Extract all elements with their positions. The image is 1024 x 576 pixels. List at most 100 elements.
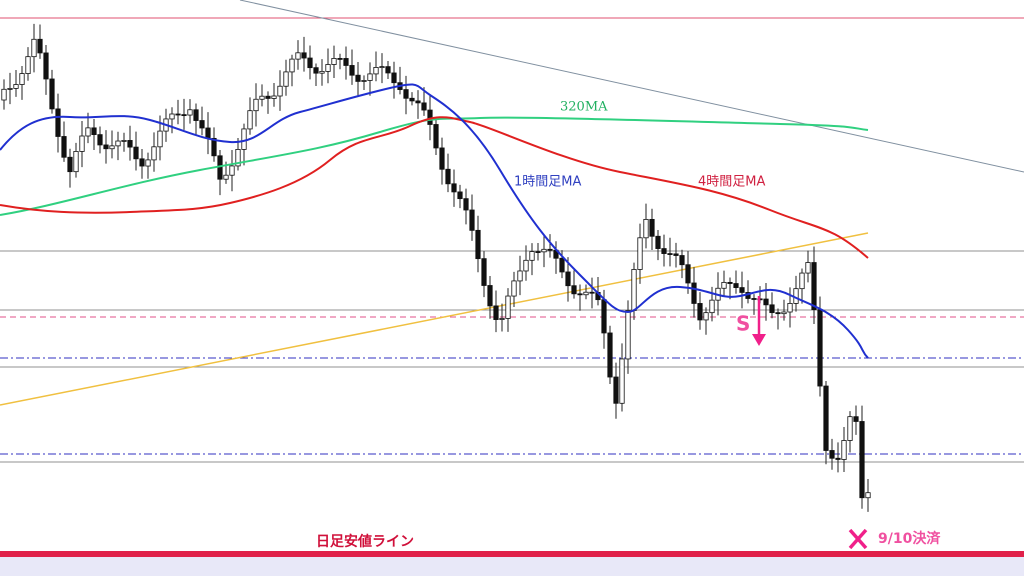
candle-body <box>67 156 73 173</box>
candle-body <box>103 144 109 150</box>
candle-body <box>307 57 313 69</box>
candle-body <box>523 259 529 272</box>
candle-body <box>19 73 25 85</box>
candle-body <box>451 183 457 193</box>
candle-body <box>31 38 37 58</box>
ma-label: 1時間足MA <box>514 175 581 190</box>
candle-body <box>457 191 463 200</box>
candle-body <box>343 58 349 66</box>
candle-body <box>211 137 217 157</box>
candle-body <box>109 145 115 150</box>
candle-body <box>43 52 49 80</box>
candle-body <box>235 149 241 167</box>
candle-body <box>835 457 841 460</box>
candle-body <box>769 304 775 314</box>
candle-body <box>601 299 607 334</box>
moving-averages <box>0 83 869 359</box>
candle-body <box>139 158 145 167</box>
candle-body <box>253 98 259 112</box>
candle-body <box>613 376 619 404</box>
candle-body <box>121 140 127 142</box>
candle-body <box>37 38 43 54</box>
candle-body <box>283 71 289 87</box>
candle-body <box>73 151 79 173</box>
ma-line <box>0 116 869 216</box>
candle-body <box>535 251 541 253</box>
candle-body <box>445 168 451 185</box>
candle-body <box>415 100 421 104</box>
signal-arrow <box>752 296 766 346</box>
candle-body <box>157 130 163 148</box>
candle-body <box>127 140 133 148</box>
candle-body <box>379 66 385 69</box>
candle-body <box>517 270 523 282</box>
candle-body <box>673 253 679 256</box>
candle-body <box>403 89 409 99</box>
candle-body <box>493 305 499 320</box>
candle-body <box>607 332 613 378</box>
candle-body <box>1 88 7 101</box>
candle-body <box>295 52 301 60</box>
candle-body <box>337 58 343 60</box>
candle-body <box>547 248 553 251</box>
line-label: 日足安値ライン <box>316 533 414 550</box>
candle-body <box>691 282 697 304</box>
candle-body <box>259 95 265 100</box>
candle-body <box>751 298 757 300</box>
candle-body <box>853 416 859 422</box>
candle-body <box>229 165 235 176</box>
candle-body <box>199 120 205 129</box>
exit-mark <box>848 528 868 550</box>
candle-body <box>541 248 547 253</box>
candle-body <box>187 109 193 116</box>
candle-body <box>709 299 715 314</box>
candle-body <box>697 303 703 321</box>
candle-body <box>271 95 277 99</box>
levels <box>0 0 1024 463</box>
candle-body <box>805 262 811 274</box>
candle-body <box>205 127 211 139</box>
candle-body <box>625 310 631 360</box>
candle-body <box>847 416 853 441</box>
candle-body <box>409 97 415 102</box>
candle-body <box>811 262 817 311</box>
candle-body <box>721 281 727 289</box>
ma-line <box>0 116 869 259</box>
candle-body <box>433 124 439 149</box>
candle-body <box>565 271 571 287</box>
candle-body <box>667 253 673 255</box>
candle-body <box>25 56 31 74</box>
candle-body <box>85 127 91 137</box>
candle-body <box>643 218 649 239</box>
candle-body <box>631 269 637 311</box>
candle-body <box>655 235 661 249</box>
candle-body <box>439 147 445 170</box>
candles <box>1 23 871 512</box>
candle-body <box>13 84 19 89</box>
candle-body <box>571 285 577 295</box>
candle-body <box>763 298 769 306</box>
candle-body <box>481 258 487 286</box>
candle-body <box>55 108 61 137</box>
candle-body <box>373 67 379 75</box>
candle-body <box>97 134 103 146</box>
signal-label: S <box>736 312 750 336</box>
candle-body <box>829 450 835 459</box>
candle-body <box>499 318 505 320</box>
candle-body <box>349 65 355 76</box>
candle-body <box>649 218 655 237</box>
candle-body <box>151 146 157 161</box>
candle-body <box>859 421 865 499</box>
candle-body <box>301 52 307 59</box>
ma-line <box>0 83 869 359</box>
candle-body <box>385 66 391 74</box>
candle-body <box>175 113 181 116</box>
candle-body <box>277 85 283 97</box>
candle-body <box>475 229 481 260</box>
candle-body <box>577 293 583 296</box>
candle-body <box>511 280 517 297</box>
candle-body <box>865 492 871 499</box>
candle-body <box>817 309 823 387</box>
candle-body <box>169 113 175 120</box>
